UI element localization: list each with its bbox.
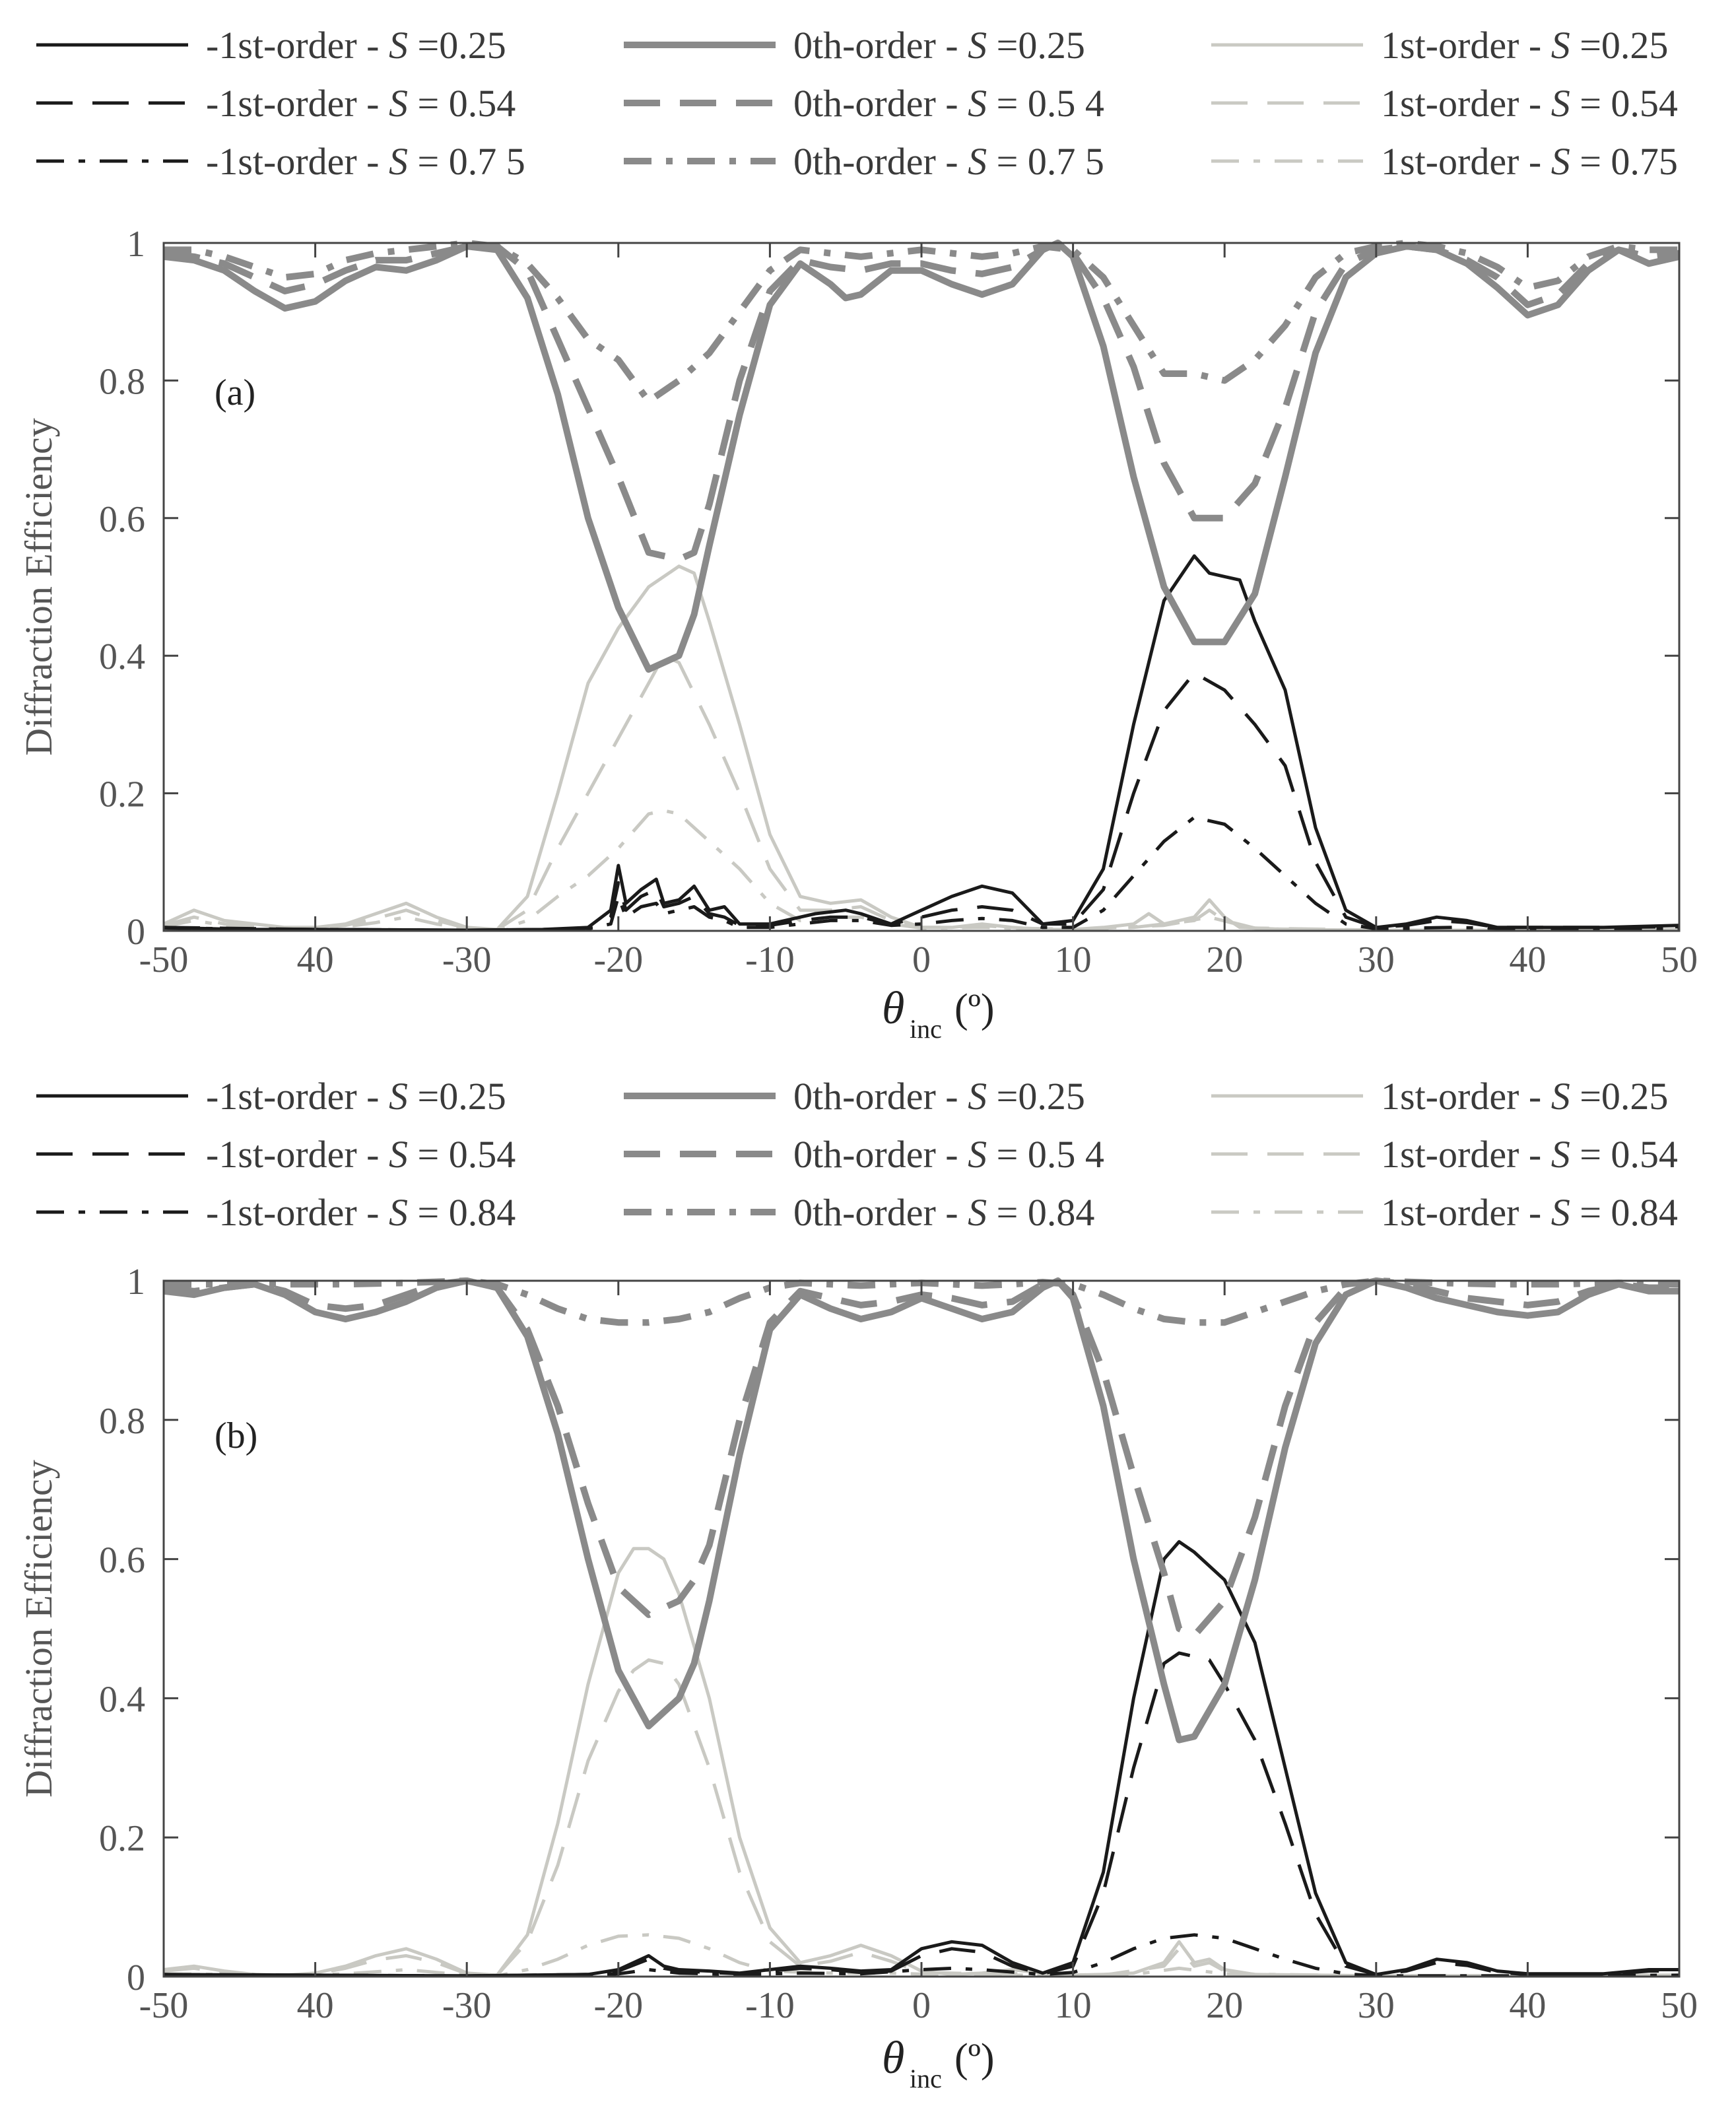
- x-axis-label: θ inc (º): [882, 983, 995, 1044]
- x-axis-unit: (º): [954, 2036, 995, 2081]
- series-line: [164, 671, 1679, 931]
- legend-label: 0th-order - S =0.25: [793, 1075, 1085, 1118]
- x-tick-label: 10: [1055, 939, 1092, 980]
- series-line: [164, 1277, 1679, 1639]
- legend-label: 0th-order - S = 0.5 4: [793, 82, 1104, 125]
- y-tick-label: 0.2: [99, 1818, 145, 1859]
- y-tick-label: 0: [127, 912, 145, 953]
- legend-label: -1st-order - S = 0.84: [206, 1191, 516, 1234]
- y-tick-label: 0: [127, 1957, 145, 1998]
- x-tick-label: 0: [912, 1985, 931, 2026]
- legend-label: 1st-order - S = 0.54: [1381, 82, 1678, 125]
- axes-frame: [162, 1279, 1681, 1978]
- axes-frame: [162, 242, 1681, 932]
- x-axis-symbol: θ: [882, 2033, 904, 2084]
- y-axis-label: Diffraction Efficiency: [17, 418, 60, 756]
- x-tick-label: 20: [1206, 1985, 1243, 2026]
- y-tick-label: 0.4: [99, 636, 145, 677]
- x-tick-label: 20: [1206, 939, 1243, 980]
- legend-label: -1st-order - S = 0.54: [206, 82, 516, 125]
- legend-label: 0th-order - S = 0.7 5: [793, 140, 1104, 183]
- x-tick-label: -10: [745, 1985, 795, 2026]
- y-tick-label: 0.8: [99, 361, 145, 402]
- x-tick-label: 30: [1358, 939, 1395, 980]
- x-axis-symbol: θ: [882, 983, 904, 1034]
- x-tick-label: 0: [912, 939, 931, 980]
- legend-label: -1st-order - S =0.25: [206, 24, 506, 67]
- series-group: [164, 1277, 1679, 1977]
- legend-label: -1st-order - S = 0.7 5: [206, 140, 525, 183]
- x-tick-label: 50: [1661, 939, 1698, 980]
- series-line: [164, 554, 1679, 931]
- legend-label: 1st-order - S = 0.84: [1381, 1191, 1678, 1234]
- x-tick-label: 40: [1509, 1985, 1546, 2026]
- x-tick-label: 40: [297, 939, 334, 980]
- series-group: [164, 240, 1679, 931]
- x-tick-label: 40: [1509, 939, 1546, 980]
- y-tick-label: 1: [127, 1262, 145, 1303]
- legend-label: 0th-order - S = 0.84: [793, 1191, 1094, 1234]
- y-tick-label: 0.8: [99, 1401, 145, 1442]
- legend-label: 1st-order - S = 0.54: [1381, 1133, 1678, 1176]
- series-line: [164, 654, 1679, 931]
- x-tick-label: -30: [442, 939, 492, 980]
- panel-label: (b): [215, 1415, 257, 1456]
- x-tick-label: 40: [297, 1985, 334, 2026]
- legend-label: 0th-order - S = 0.5 4: [793, 1133, 1104, 1176]
- x-axis-subscript: inc: [910, 2064, 942, 2093]
- x-tick-label: 50: [1661, 1985, 1698, 2026]
- x-tick-label: -20: [593, 1985, 643, 2026]
- x-axis-label: θ inc (º): [882, 2033, 995, 2093]
- x-tick-label: 10: [1055, 1985, 1092, 2026]
- legend-label: 1st-order - S =0.25: [1381, 1075, 1668, 1118]
- legend-label: 1st-order - S =0.25: [1381, 24, 1668, 67]
- y-tick-label: 0.4: [99, 1679, 145, 1720]
- y-axis-label: Diffraction Efficiency: [17, 1460, 60, 1798]
- x-axis-unit: (º): [954, 986, 995, 1031]
- series-line: [164, 809, 1679, 931]
- series-line: [164, 1547, 1679, 1977]
- legend-label: -1st-order - S = 0.54: [206, 1133, 516, 1176]
- series-line: [164, 1933, 1679, 1977]
- legend-label: 0th-order - S =0.25: [793, 24, 1085, 67]
- y-tick-label: 0.2: [99, 774, 145, 815]
- y-tick-label: 0.6: [99, 499, 145, 540]
- legend-label: 1st-order - S = 0.75: [1381, 140, 1678, 183]
- series-line: [164, 1540, 1679, 1977]
- y-tick-label: 1: [127, 224, 145, 265]
- x-tick-label: -10: [745, 939, 795, 980]
- panel-a: -1st-order - S =0.25 -1st-order - S = 0.5…: [17, 24, 1698, 1044]
- x-tick-label: -50: [139, 939, 189, 980]
- panel-label: (a): [215, 372, 255, 413]
- panel-b: -1st-order - S =0.25 -1st-order - S = 0.5…: [17, 1075, 1698, 2093]
- x-tick-label: -50: [139, 1985, 189, 2026]
- series-line: [164, 1933, 1679, 1977]
- legend-label: -1st-order - S =0.25: [206, 1075, 506, 1118]
- y-tick-label: 0.6: [99, 1540, 145, 1581]
- series-line: [164, 815, 1679, 931]
- x-tick-label: -30: [442, 1985, 492, 2026]
- x-axis-subscript: inc: [910, 1014, 942, 1044]
- x-tick-label: 30: [1358, 1985, 1395, 2026]
- series-line: [164, 1651, 1679, 1977]
- series-line: [164, 1277, 1679, 1744]
- series-line: [164, 1658, 1679, 1977]
- x-tick-label: -20: [593, 939, 643, 980]
- series-line: [164, 240, 1679, 673]
- series-line: [164, 240, 1679, 563]
- series-line: [164, 564, 1679, 931]
